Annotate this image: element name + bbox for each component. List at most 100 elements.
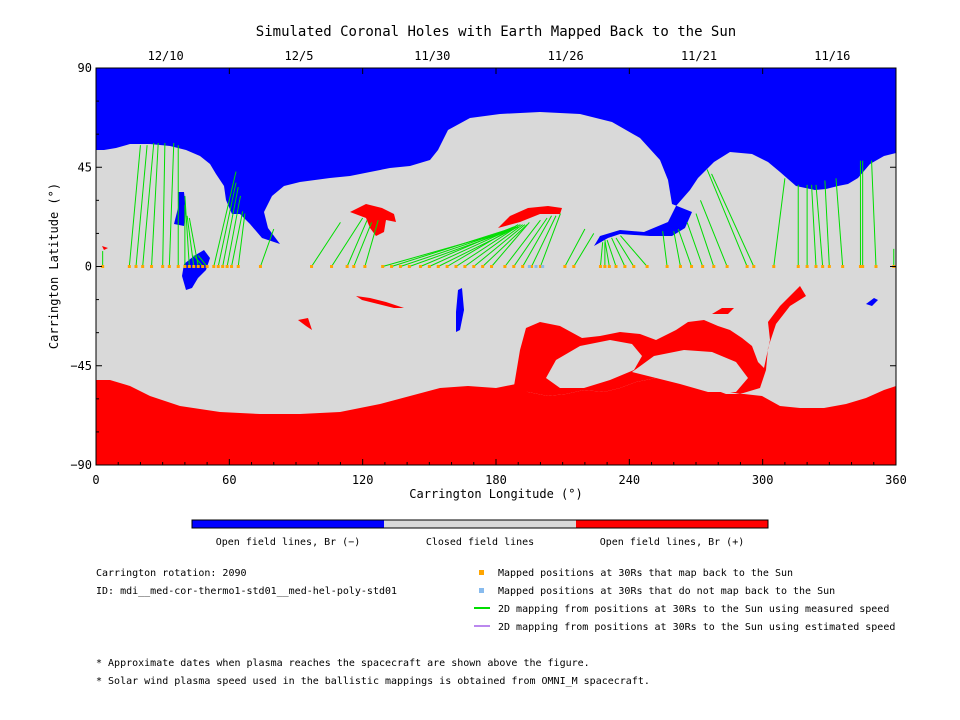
x-tick-label: 360 [885, 473, 907, 487]
mapped-point [418, 265, 422, 268]
footnote-dates: * Approximate dates when plasma reaches … [96, 658, 590, 669]
mapping-line [346, 219, 368, 267]
mapped-point [603, 265, 607, 268]
mapping-line [222, 187, 239, 267]
mapping-line [599, 242, 604, 267]
mapping-line [531, 215, 557, 267]
mapped-point [161, 265, 165, 268]
model-id: ID: mdi__med-cor-thermo1-std01__med-hel-… [96, 586, 397, 597]
date-tick-label: 12/10 [148, 49, 184, 63]
mapping-line [184, 195, 190, 267]
mapped-point [205, 265, 209, 268]
mapping-line [142, 142, 155, 267]
mapping-line [482, 224, 528, 267]
coronal-hole-positive-edge [102, 246, 108, 250]
x-tick-label: 300 [752, 473, 774, 487]
coronal-hole-negative-low-lat-4 [866, 298, 878, 306]
x-tick-label: 0 [92, 473, 99, 487]
colorbar-closed [384, 520, 576, 528]
mapped-point [445, 265, 449, 268]
x-axis-label: Carrington Longitude (°) [409, 487, 582, 501]
mapped-point [258, 265, 262, 268]
x-tick-label: 60 [222, 473, 236, 487]
mapping-line [677, 228, 693, 267]
x-tick-label: 240 [618, 473, 640, 487]
mapped-point [427, 265, 431, 268]
mapping-line [811, 184, 817, 267]
mapping-line [835, 178, 844, 267]
legend-label-unmapped: Mapped positions at 30Rs that do not map… [498, 586, 835, 597]
mapped-point [330, 265, 334, 268]
mapping-line [606, 239, 617, 267]
mapped-point [436, 265, 440, 268]
mapping-line [429, 226, 517, 267]
mapped-point [814, 265, 818, 268]
closed-region-southwest-ellipse-2 [632, 350, 748, 392]
coronal-hole-positive-mid-4 [298, 318, 312, 330]
y-tick-label: 90 [78, 61, 92, 75]
mapping-line [168, 142, 175, 267]
mapped-point [614, 265, 618, 268]
mapped-point [230, 265, 234, 268]
mapping-line [135, 145, 148, 267]
mapped-point [538, 265, 542, 268]
mapping-lines [102, 142, 895, 267]
y-tick-label: −45 [70, 359, 92, 373]
mapping-line [226, 195, 241, 267]
mapped-point [472, 265, 476, 268]
mapping-line [824, 180, 830, 267]
mapping-line [611, 237, 626, 267]
closed-region-southwest-ellipse-1 [546, 340, 642, 388]
mapped-point [192, 265, 196, 268]
mapping-line [615, 237, 635, 267]
mapping-line [711, 173, 755, 267]
mapping-line [231, 211, 244, 267]
mapping-line [331, 217, 364, 267]
date-tick-label: 11/26 [548, 49, 584, 63]
mapped-point [134, 265, 138, 268]
mapped-point [381, 265, 385, 268]
mapped-point [841, 265, 845, 268]
mapped-point [310, 265, 314, 268]
mapped-point [221, 265, 225, 268]
legend-marker-unmapped [479, 588, 484, 593]
mapped-point [183, 265, 187, 268]
mapped-point [678, 265, 682, 268]
mapping-line [491, 222, 530, 267]
legend: Mapped positions at 30Rs that map back t… [474, 568, 895, 633]
coronal-hole-negative-low-lat-3 [456, 288, 464, 332]
mapping-line [237, 213, 246, 267]
mapped-point [690, 265, 694, 268]
mapped-point [521, 265, 525, 268]
mapping-line [773, 178, 786, 267]
mapping-line [573, 233, 595, 267]
date-tick-label: 11/21 [681, 49, 717, 63]
mapped-point [805, 265, 809, 268]
y-tick-label: 45 [78, 160, 92, 174]
mapped-point [503, 265, 507, 268]
colorbar-label-open-positive: Open field lines, Br (+) [600, 537, 745, 548]
mapped-point [481, 265, 485, 268]
coronal-hole-negative-low-lat-2 [174, 192, 186, 226]
colorbar: Open field lines, Br (−) Closed field li… [191, 519, 769, 548]
colorbar-open-positive [576, 520, 768, 528]
mapped-point [201, 265, 205, 268]
mapped-point [572, 265, 576, 268]
mapped-point [167, 265, 171, 268]
y-axis: 90 45 0 −45 −90 [70, 61, 896, 472]
mapping-line [364, 220, 379, 267]
south-polar-coronal-hole [96, 378, 896, 465]
mapped-point [236, 265, 240, 268]
mapped-point [745, 265, 749, 268]
mapping-line [815, 184, 824, 267]
mapping-line [213, 171, 237, 267]
date-axis: 12/10 12/5 11/30 11/26 11/21 11/16 [148, 49, 851, 63]
mapping-line [311, 222, 341, 267]
mapping-line [464, 224, 523, 267]
unmapped-point [534, 265, 538, 268]
mapped-point [101, 265, 105, 268]
mapped-point [345, 265, 349, 268]
mapping-line [217, 182, 237, 267]
mapped-point [861, 265, 865, 268]
